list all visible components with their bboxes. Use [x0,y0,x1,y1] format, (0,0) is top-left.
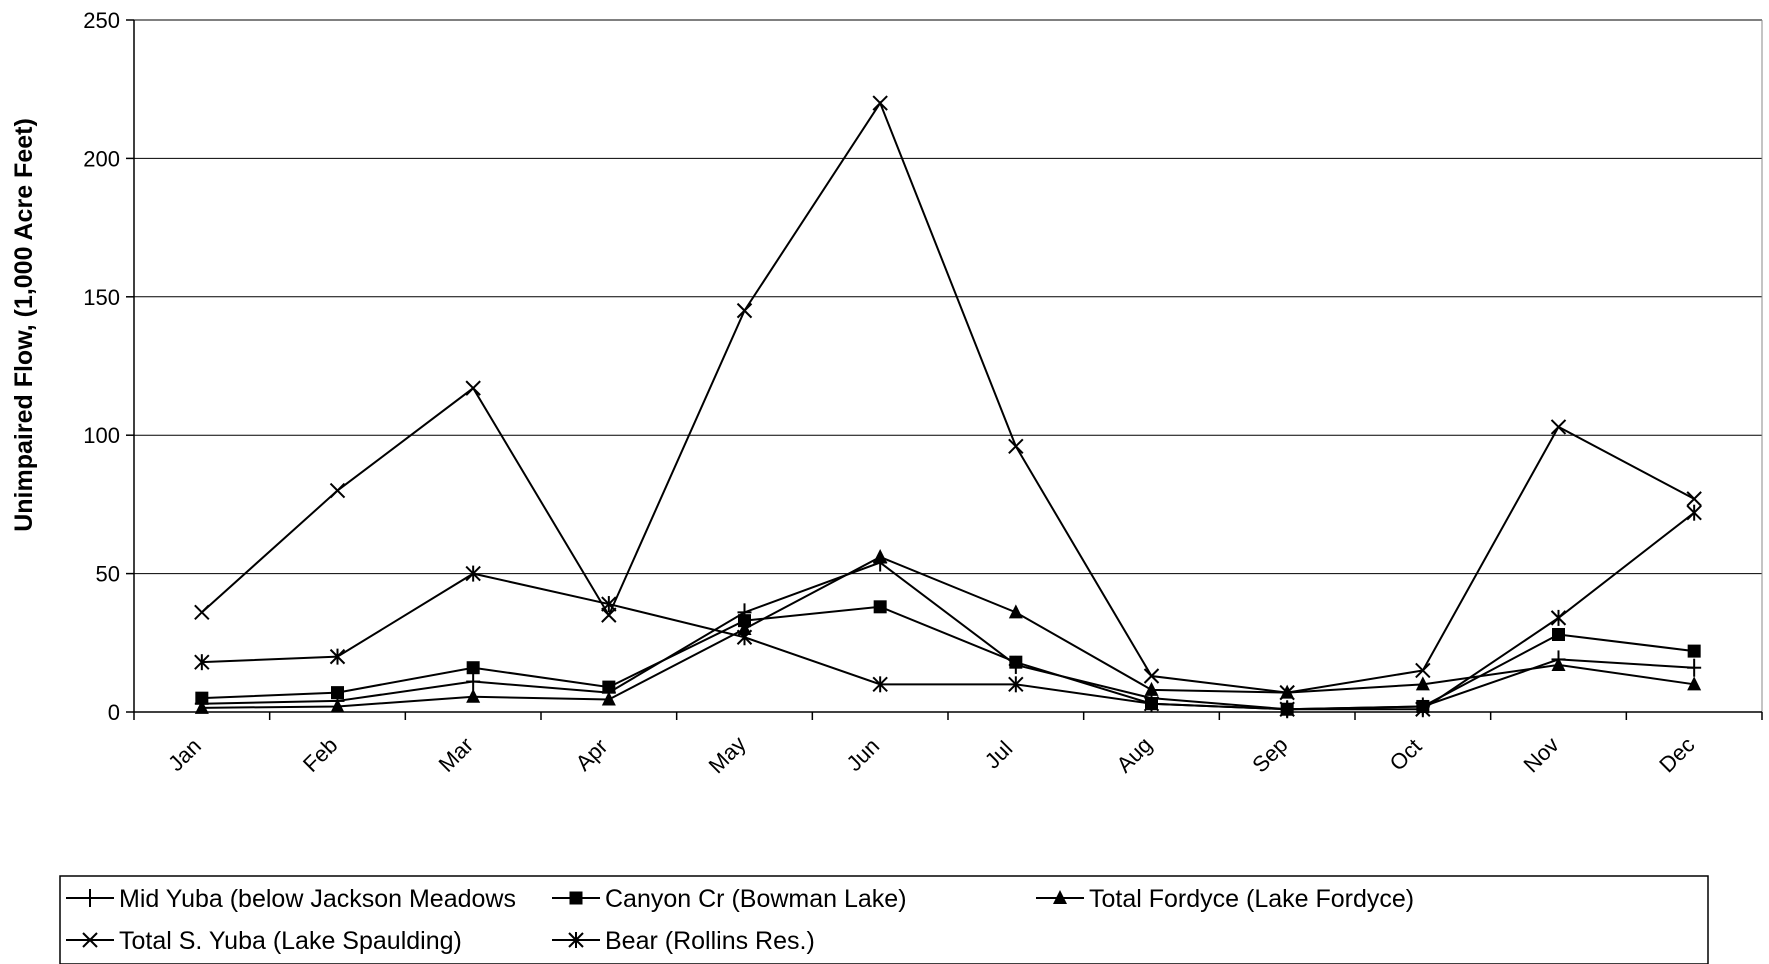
series-line [201,605,1695,711]
gridlines [134,19,1762,575]
data-point [1009,655,1023,669]
y-tick-label: 250 [83,8,120,33]
legend: Mid Yuba (below Jackson Meadows Canyon Cr… [59,875,1709,964]
x-tick-label: Jul [980,736,1018,774]
y-tick-label: 100 [83,423,120,448]
data-point [1686,491,1702,507]
x-tick-label: Nov [1519,732,1564,777]
data-point [1144,681,1159,696]
data-point [601,607,617,623]
data-point [602,680,616,694]
data-point [329,648,346,665]
series-lines [194,95,1702,719]
y-tick-label: 200 [83,146,120,171]
data-point [1550,419,1567,435]
axes: 0 50 100 150 200 250 Jan Feb Mar Apr May Jun Jul Aug S… [83,8,1763,778]
y-tick-label: 50 [96,562,120,587]
data-point [1008,438,1024,454]
legend-label: Bear (Rollins Res.) [605,927,815,955]
legend-item: Canyon Cr (Bowman Lake) [552,885,907,913]
y-axis-title: Unimpaired Flow, (1,000 Acre Feet) [10,118,38,532]
series-line [201,511,1695,711]
data-point [466,688,481,703]
data-point [1551,656,1566,671]
data-point [1552,627,1565,641]
x-tick-label: Dec [1654,732,1699,777]
legend-marker [82,932,98,948]
legend-label: Total S. Yuba (Lake Spaulding) [119,927,462,955]
data-point [601,596,617,613]
data-point [1550,609,1567,626]
data-point [1279,701,1295,718]
data-point [872,676,888,693]
legend-marker [1053,890,1067,904]
x-tick-label: Jan [163,733,206,776]
data-point [873,548,888,563]
data-point [194,654,210,671]
data-point [466,661,480,675]
series-line [201,100,1695,694]
x-tick-label: Sep [1247,732,1292,777]
data-point [601,691,616,706]
data-point [329,482,346,499]
y-tick-label: 150 [83,285,120,310]
data-point [465,380,481,396]
data-point [194,604,210,621]
legend-item: Mid Yuba (below Jackson Meadows [66,885,516,913]
data-point [331,686,344,700]
data-point [736,629,753,646]
series-line [201,555,1695,709]
data-point [736,302,753,319]
data-point [738,614,751,628]
data-point [1415,662,1431,679]
data-point [1687,658,1702,677]
data-point [872,95,888,111]
data-point [330,698,345,713]
legend-item: Total Fordyce (Lake Fordyce) [1036,885,1414,913]
x-tick-label: Apr [571,734,613,776]
series-total-s-yuba-lake-spaulding [194,95,1702,701]
data-point [1143,695,1160,712]
data-point [465,565,481,582]
legend-marker [83,889,97,907]
x-tick-label: Aug [1112,732,1157,777]
data-point [1415,701,1431,718]
y-tick-label: 0 [108,700,120,725]
series-canyon-cr-bowman-lake [195,600,1701,716]
x-tick-label: May [704,731,751,778]
data-point [195,691,209,705]
data-point [1687,676,1702,691]
data-point [873,600,887,614]
legend-item: Total S. Yuba (Lake Spaulding) [66,927,462,955]
data-point [466,672,481,691]
x-tick-label: Feb [298,732,342,776]
legend-label: Canyon Cr (Bowman Lake) [605,885,907,913]
data-point [1008,676,1024,693]
legend-label: Total Fordyce (Lake Fordyce) [1089,885,1414,913]
series-bear-rollins-res [194,504,1702,718]
data-point [1008,604,1023,619]
data-point [1279,684,1295,701]
series-line [201,561,1695,711]
data-point [737,620,752,635]
x-tick-label: Oct [1385,734,1427,776]
legend-marker [569,891,583,905]
legend-box [59,875,1709,964]
legend-label: Mid Yuba (below Jackson Meadows [119,885,516,913]
data-point [1687,644,1701,658]
legend-marker [568,932,584,948]
x-tick-label: Jun [841,733,884,776]
x-tick-label: Mar [434,732,478,776]
legend-item: Bear (Rollins Res.) [552,927,815,955]
data-point [1686,504,1702,521]
data-point [1143,668,1160,684]
data-point [194,699,209,714]
data-point [1415,676,1430,691]
series-total-fordyce-lake-fordyce [194,548,1702,714]
